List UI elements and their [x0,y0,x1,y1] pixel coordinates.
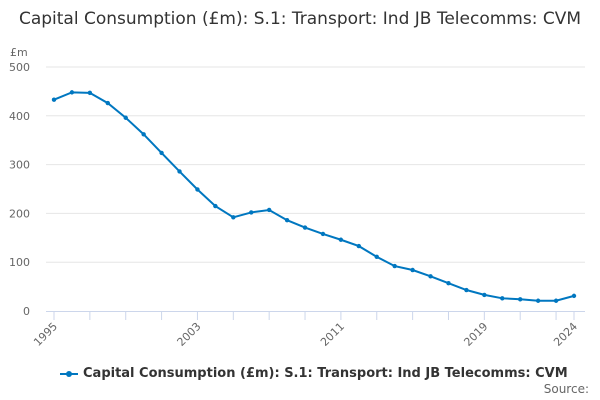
legend-label: Capital Consumption (£m): S.1: Transport… [83,366,568,381]
y-tick-label: 100 [9,256,30,269]
data-point [123,115,128,120]
series-line [53,91,575,302]
x-tick-label: 2019 [461,320,490,349]
y-tick-label: 0 [23,305,30,318]
y-tick-label: 300 [9,159,30,172]
data-point [69,90,75,95]
y-tick-label: 400 [9,110,30,123]
data-point [159,150,164,156]
data-point [105,100,110,106]
data-point [553,298,559,303]
data-point [518,297,523,302]
data-point [231,215,236,220]
data-point [338,237,344,242]
data-point [428,274,433,279]
legend-item[interactable]: Capital Consumption (£m): S.1: Transport… [60,366,568,381]
data-point [356,243,362,249]
chart-title: Capital Consumption (£m): S.1: Transport… [18,9,582,29]
x-tick-label: 2024 [551,320,580,349]
data-point [374,254,379,260]
legend-line-marker-icon [60,370,78,377]
data-point [249,210,254,215]
data-point [195,187,200,192]
data-point [571,293,577,299]
data-point [141,132,146,137]
y-axis-label: £m [10,46,28,59]
data-point [266,207,272,213]
source-label: Source: [543,382,589,396]
data-point [302,225,308,230]
y-tick-label: 200 [9,207,30,220]
data-point [392,263,397,269]
data-point [410,267,415,273]
data-point [446,280,451,286]
data-point [284,218,290,223]
x-tick-label: 1995 [31,320,60,349]
data-point [213,203,218,209]
x-tick-label: 2003 [175,320,204,349]
data-point [320,231,326,237]
data-point [482,292,487,298]
x-tick-label: 2011 [318,320,347,349]
data-point [464,287,469,293]
data-point [500,296,505,301]
y-tick-label: 500 [9,61,30,74]
data-point [87,90,93,96]
data-point [51,97,57,102]
data-point [535,298,541,303]
data-point [177,169,182,174]
